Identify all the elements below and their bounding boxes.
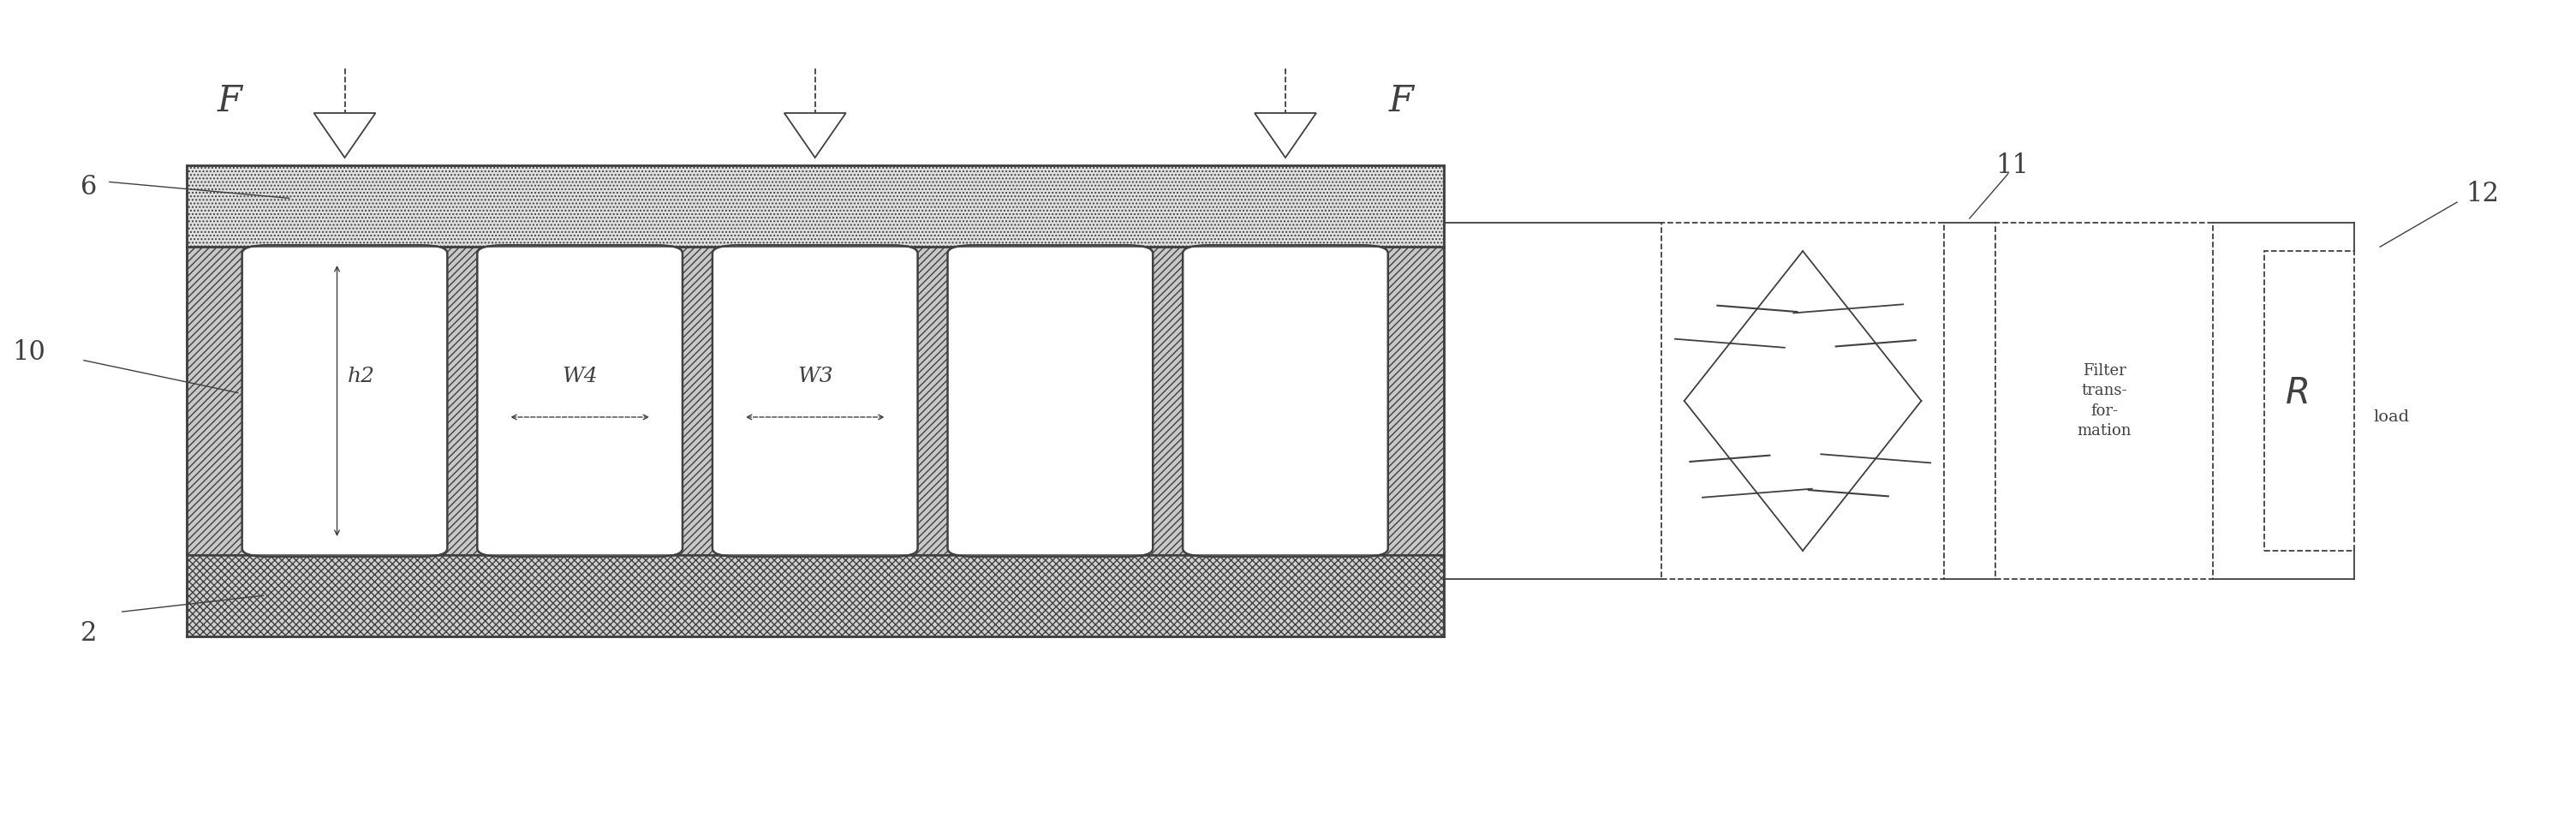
Text: load: load bbox=[2372, 409, 2409, 425]
Bar bbox=[185, 166, 1443, 247]
Text: 10: 10 bbox=[13, 339, 46, 366]
Text: Filter
trans-
for-
mation: Filter trans- for- mation bbox=[2076, 363, 2130, 439]
FancyBboxPatch shape bbox=[948, 245, 1154, 556]
Polygon shape bbox=[314, 113, 376, 158]
Bar bbox=[185, 555, 1443, 636]
Text: 11: 11 bbox=[1996, 152, 2027, 179]
Text: F: F bbox=[1388, 83, 1414, 119]
FancyBboxPatch shape bbox=[1182, 245, 1388, 556]
Bar bbox=[1996, 222, 2213, 579]
Polygon shape bbox=[783, 113, 845, 158]
Bar bbox=[2264, 251, 2354, 551]
Text: F: F bbox=[216, 83, 242, 119]
FancyBboxPatch shape bbox=[477, 245, 683, 556]
Text: 12: 12 bbox=[2465, 181, 2499, 208]
Text: W3: W3 bbox=[796, 366, 832, 386]
FancyBboxPatch shape bbox=[242, 245, 448, 556]
Bar bbox=[1662, 222, 1945, 579]
Text: W4: W4 bbox=[562, 366, 598, 386]
Polygon shape bbox=[1255, 113, 1316, 158]
Text: 2: 2 bbox=[80, 620, 98, 646]
Text: $R$: $R$ bbox=[2285, 375, 2308, 411]
Text: 6: 6 bbox=[80, 174, 98, 200]
Text: h2: h2 bbox=[348, 366, 376, 386]
Bar bbox=[185, 247, 1443, 555]
FancyBboxPatch shape bbox=[714, 245, 917, 556]
